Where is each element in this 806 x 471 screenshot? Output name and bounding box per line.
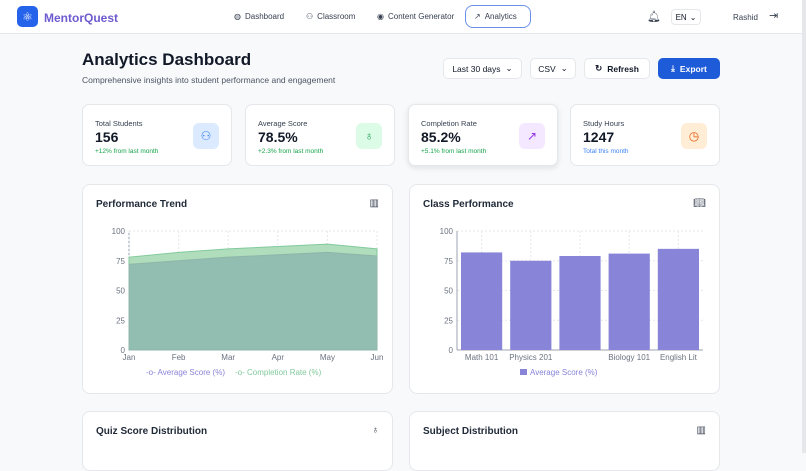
x-tick-label: Jun [371,353,384,362]
y-tick-label: 75 [116,257,125,266]
x-tick-label: May [320,353,335,362]
quiz-distribution-card: Quiz Score Distribution ♁ [82,411,393,471]
bar-unlabeled [559,255,601,350]
trend-icon: ↗ [474,12,481,21]
brand-name[interactable]: MentorQuest [44,11,119,25]
subject-distribution-card: Subject Distribution ▥ [409,411,720,471]
y-tick-label: 50 [444,287,453,296]
x-tick-label: Apr [272,353,285,362]
scrollbar[interactable] [802,0,806,453]
y-tick-label: 25 [444,316,453,325]
y-tick-label: 100 [440,227,454,236]
bar-math-101 [461,252,503,350]
x-tick-label: English Lit [660,353,698,362]
users-icon: ⚇ [306,12,314,21]
x-tick-label: Biology 101 [608,353,650,362]
date-range-select[interactable]: Last 30 days ⌄ [443,58,522,79]
chevron-down-icon: ⌄ [560,63,568,73]
y-tick-label: 100 [112,227,126,236]
y-tick-label: 0 [449,346,454,355]
page-subtitle: Comprehensive insights into student perf… [82,75,336,85]
bar-chart-icon: ▥ [369,198,379,209]
stat-study-hours: Study Hours 1247 Total this month ◷ [570,104,720,166]
class-performance-chart: 0 25 50 75 100 Math 101 Physics 201 Biology 101… [440,227,703,377]
trending-up-icon: ↗ [519,123,545,149]
nav-analytics[interactable]: ↗ Analytics [465,5,531,28]
nav-dashboard[interactable]: ◍ Dashboard [234,12,285,21]
top-nav: ⚛ MentorQuest ◍ Dashboard ⚇ Classroom ◉ Con… [0,0,806,34]
user-name[interactable]: Rashid [733,13,758,22]
logout-icon[interactable]: ⇥ [769,10,779,22]
chevron-down-icon: ⌄ [505,63,513,73]
legend-swatch [520,369,527,375]
bell-icon[interactable]: 🔔︎ [647,11,661,23]
chevron-down-icon: ⌄ [689,12,697,22]
y-tick-label: 75 [444,257,453,266]
brain-logo-icon[interactable]: ⚛ [17,6,38,27]
bar-english-lit [657,248,699,350]
x-tick-label: Mar [221,353,235,362]
bar-biology-101 [608,253,650,350]
area-series-average-score [128,251,378,351]
x-tick-label: Feb [172,353,186,362]
users-icon: ⚇ [193,123,219,149]
stat-completion-rate: Completion Rate 85.2% +5.1% from last mont… [408,104,558,166]
legend-average-score: Average Score (%) [530,368,598,377]
language-select[interactable]: EN ⌄ [671,9,701,25]
legend-average-score: -o- Average Score (%) [146,368,225,377]
stat-average-score: Average Score 78.5% +2.3% from last month ♁ [245,104,395,166]
clock-icon: ◷ [681,123,707,149]
x-tick-label: Physics 201 [509,353,553,362]
y-tick-label: 50 [116,287,125,296]
stat-total-students: Total Students 156 +12% from last month ⚇ [82,104,232,166]
award-icon: ♁ [356,123,382,149]
format-select[interactable]: CSV ⌄ [530,58,576,79]
gauge-icon: ◍ [234,12,241,21]
brain-icon: ◉ [377,12,384,21]
y-tick-label: 0 [121,346,126,355]
nav-classroom[interactable]: ⚇ Classroom [306,12,356,21]
x-tick-label: Math 101 [465,353,499,362]
page-title: Analytics Dashboard [82,50,252,69]
book-icon: 📖︎ [693,198,706,209]
download-icon: ⤓ [671,63,675,73]
legend-completion-rate: -o- Completion Rate (%) [235,368,322,377]
bar-chart-icon: ▥ [696,425,706,436]
performance-trend-chart: 0 25 50 75 100 Jan Feb Mar Apr May Jun -o- Average … [112,227,384,377]
award-icon: ♁ [371,425,380,436]
export-button[interactable]: ⤓ Export [658,58,720,79]
refresh-button[interactable]: ↻ Refresh [584,58,650,79]
bar-physics-201 [510,260,552,350]
nav-content-generator[interactable]: ◉ Content Generator [377,12,455,21]
y-tick-label: 25 [116,316,125,325]
refresh-icon: ↻ [595,63,603,73]
x-tick-label: Jan [123,353,136,362]
